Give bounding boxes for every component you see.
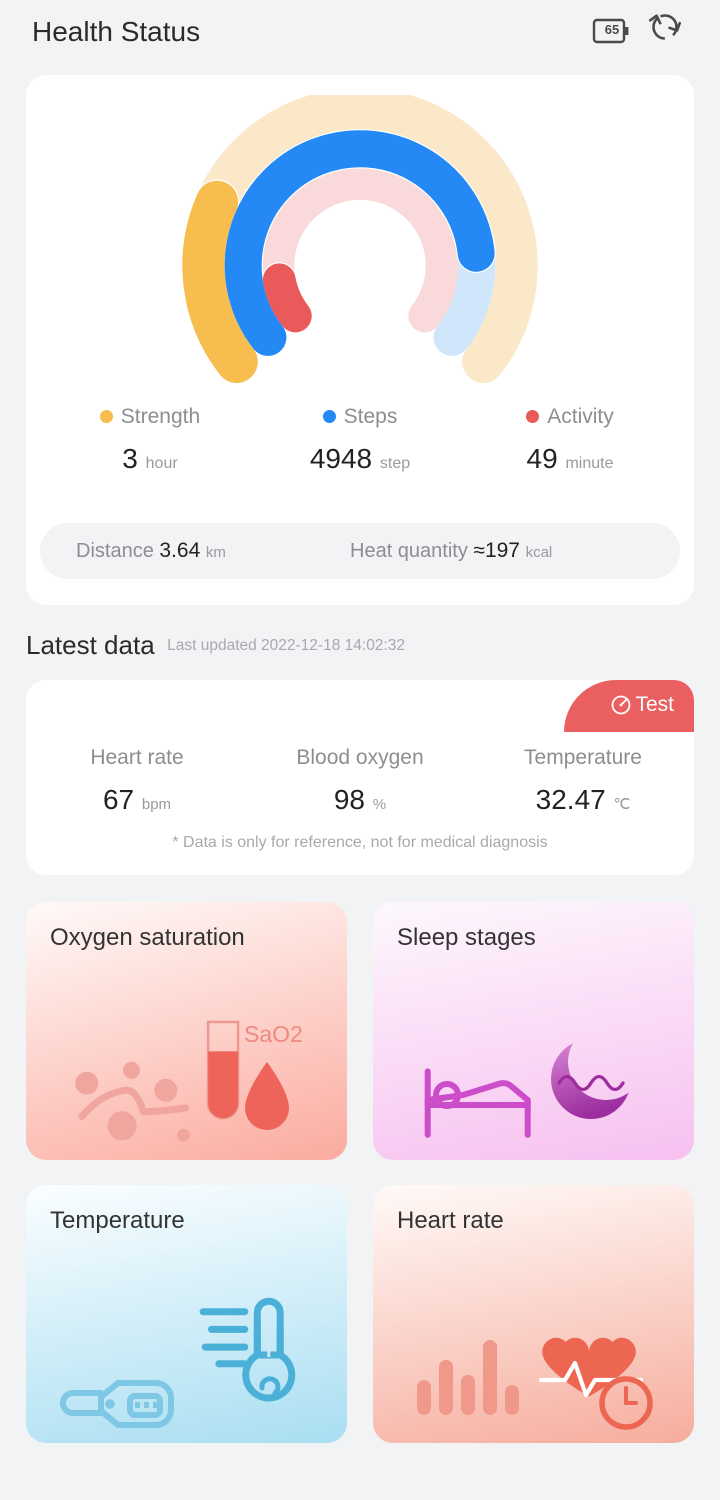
svg-text:SaO2: SaO2: [244, 1021, 303, 1047]
